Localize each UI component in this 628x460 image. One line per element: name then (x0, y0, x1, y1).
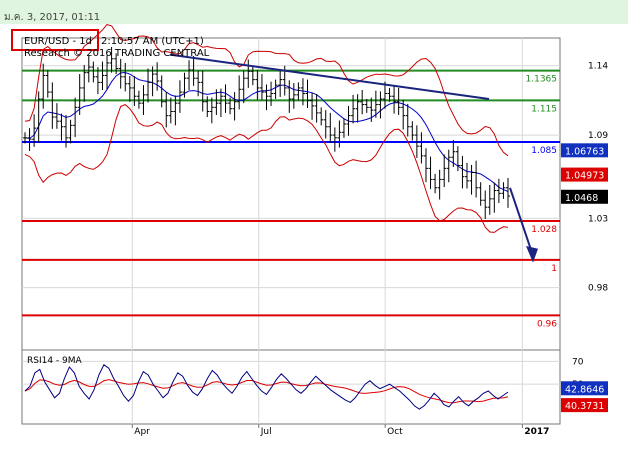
price-tag: 1.04973 (565, 171, 604, 182)
price-tag-bg (561, 143, 608, 158)
x-tick-label: Jul (260, 427, 272, 437)
date-label: ม.ค. 3, 2017, 01:11 (4, 12, 101, 23)
price-tag-bg (561, 167, 608, 182)
price-bars (23, 47, 510, 219)
top-status-bar (0, 0, 628, 24)
level-label: 1.028 (531, 225, 557, 235)
price-tags: 1.06763 1.04973 1.0468 42.8646 40.3731 (561, 143, 608, 413)
level-label: 0.96 (537, 319, 557, 329)
y-tick-label: 0.98 (588, 284, 608, 294)
x-tick-label: Apr (134, 427, 150, 437)
rsi-tag-bg (561, 381, 608, 396)
y-tick-label: 1.03 (588, 214, 608, 224)
time-label: 2:10:57 AM (UTC+1) (101, 36, 204, 47)
rsi-tick-label: 70 (572, 357, 584, 367)
price-tag-bg (561, 189, 608, 204)
horizontal-levels: 1.1365 1.115 1.085 1.028 1 0.96 (22, 69, 560, 329)
y-tick-label: 1.09 (588, 131, 608, 141)
rsi-lines (24, 364, 509, 410)
rsi-title: RSI14 - 9MA (27, 356, 83, 366)
symbol-highlight-box (11, 29, 99, 51)
rsi-tag: 42.8646 (565, 384, 604, 395)
level-label: 1.085 (531, 146, 557, 156)
rsi-tag: 40.3731 (565, 401, 604, 412)
y-tick-label: 1.14 (588, 62, 608, 72)
rsi-panel-frame (21, 349, 561, 425)
level-label: 1.1365 (526, 75, 558, 85)
symbol-label: EUR/USD - 1d (24, 36, 92, 47)
price-tag: 1.0468 (565, 193, 598, 204)
source-label: Research © 2016 TRADING CENTRAL (24, 48, 210, 59)
rsi-ma-line (24, 379, 509, 404)
x-tick-label: Oct (387, 427, 403, 437)
projection-arrowhead (526, 246, 538, 263)
bollinger-upper (24, 24, 509, 157)
resistance-trendline (169, 53, 490, 101)
projection-arrow (509, 187, 534, 257)
level-label: 1 (551, 264, 557, 274)
trend-overlay (169, 53, 538, 263)
price-tag: 1.06763 (565, 146, 604, 157)
bollinger-lower (24, 104, 509, 233)
rsi-line (24, 364, 509, 410)
x-tick-label: 2017 (524, 427, 549, 437)
rsi-tag-bg (561, 398, 608, 413)
level-label: 1.115 (531, 104, 557, 114)
